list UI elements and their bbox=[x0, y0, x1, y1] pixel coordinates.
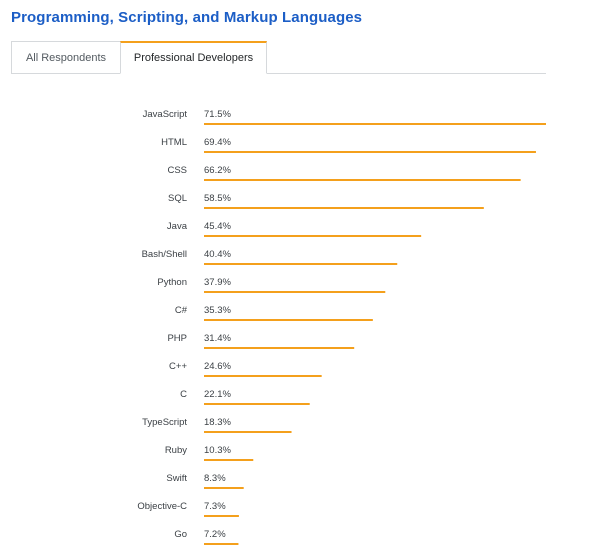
category-label-go: Go bbox=[174, 529, 187, 540]
category-label-c: C++ bbox=[169, 361, 187, 372]
category-label-html: HTML bbox=[161, 137, 187, 148]
bar-typescript bbox=[204, 431, 292, 433]
value-label-css: 66.2% bbox=[204, 165, 231, 176]
bar-ruby bbox=[204, 459, 254, 461]
category-label-css: CSS bbox=[167, 165, 187, 176]
bar-go bbox=[204, 543, 239, 545]
category-label-bash-shell: Bash/Shell bbox=[142, 249, 187, 260]
bar-bash-shell bbox=[204, 263, 398, 265]
bar-html bbox=[204, 151, 536, 153]
bar-c bbox=[204, 403, 310, 405]
value-label-c: 22.1% bbox=[204, 389, 231, 400]
category-label-python: Python bbox=[157, 277, 187, 288]
value-label-java: 45.4% bbox=[204, 221, 231, 232]
category-label-typescript: TypeScript bbox=[142, 417, 187, 428]
bar-c bbox=[204, 319, 373, 321]
value-label-typescript: 18.3% bbox=[204, 417, 231, 428]
bar-sql bbox=[204, 207, 484, 209]
category-label-c: C bbox=[180, 389, 187, 400]
category-label-ruby: Ruby bbox=[165, 445, 187, 456]
value-label-go: 7.2% bbox=[204, 529, 226, 540]
value-label-python: 37.9% bbox=[204, 277, 231, 288]
value-label-javascript: 71.5% bbox=[204, 109, 231, 120]
category-label-swift: Swift bbox=[166, 473, 187, 484]
value-label-c: 24.6% bbox=[204, 361, 231, 372]
value-label-c: 35.3% bbox=[204, 305, 231, 316]
value-label-bash-shell: 40.4% bbox=[204, 249, 231, 260]
bar-css bbox=[204, 179, 521, 181]
tab-bar: All Respondents Professional Developers bbox=[11, 41, 546, 74]
value-label-sql: 58.5% bbox=[204, 193, 231, 204]
value-label-swift: 8.3% bbox=[204, 473, 226, 484]
category-label-sql: SQL bbox=[168, 193, 187, 204]
bar-objective-c bbox=[204, 515, 239, 517]
bar-python bbox=[204, 291, 386, 293]
bar-php bbox=[204, 347, 355, 349]
value-label-ruby: 10.3% bbox=[204, 445, 231, 456]
value-label-php: 31.4% bbox=[204, 333, 231, 344]
bar-chart: JavaScript 71.5% HTML 69.4% CSS 66.2% SQL 58.5%… bbox=[137, 109, 546, 545]
bar-java bbox=[204, 235, 422, 237]
category-label-objective-c: Objective-C bbox=[137, 501, 187, 512]
bar-javascript bbox=[204, 123, 546, 125]
category-label-javascript: JavaScript bbox=[143, 109, 188, 120]
category-label-c: C# bbox=[175, 305, 188, 316]
page-title: Programming, Scripting, and Markup Langu… bbox=[11, 9, 363, 26]
value-label-objective-c: 7.3% bbox=[204, 501, 226, 512]
tab-professional-developers[interactable]: Professional Developers bbox=[120, 41, 267, 74]
category-label-php: PHP bbox=[167, 333, 187, 344]
bar-c bbox=[204, 375, 322, 377]
bar-swift bbox=[204, 487, 244, 489]
tab-all-respondents[interactable]: All Respondents bbox=[11, 41, 120, 73]
value-label-html: 69.4% bbox=[204, 137, 231, 148]
category-label-java: Java bbox=[167, 221, 188, 232]
